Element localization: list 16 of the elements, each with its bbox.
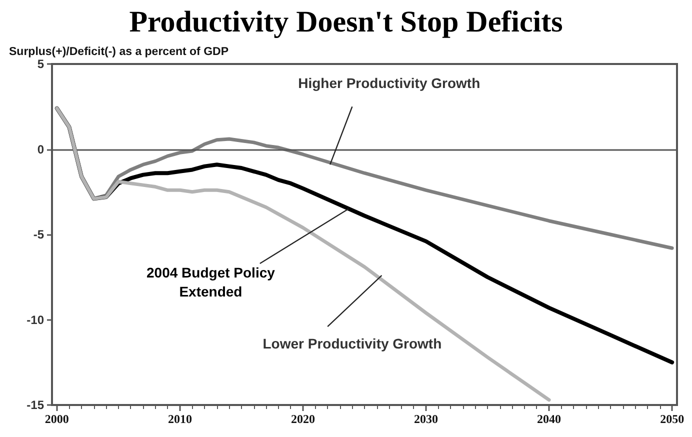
y-tick-label: -10 — [26, 312, 44, 327]
chart-title: Productivity Doesn't Stop Deficits — [129, 6, 563, 38]
x-tick-label: 2040 — [537, 412, 562, 426]
x-tick-label: 2030 — [414, 412, 438, 426]
y-tick-label: -15 — [26, 398, 44, 412]
y-tick-label: -5 — [33, 228, 44, 242]
text: Higher Productivity Growth — [298, 74, 480, 91]
text: 2004 Budget Policy Extended — [146, 264, 276, 300]
y-tick-label: 5 — [37, 57, 44, 71]
x-tick-label: 2000 — [44, 412, 69, 426]
y-axis-title: Surplus(+)/Deficit(-) as a percent of GDP — [9, 46, 229, 58]
x-tick-label: 2010 — [168, 412, 192, 426]
x-tick-label: 2020 — [290, 412, 315, 426]
y-tick-label: 0 — [37, 142, 44, 156]
x-tick-label: 2050 — [660, 412, 684, 426]
series-label: Lower Productivity Growth — [262, 336, 442, 352]
